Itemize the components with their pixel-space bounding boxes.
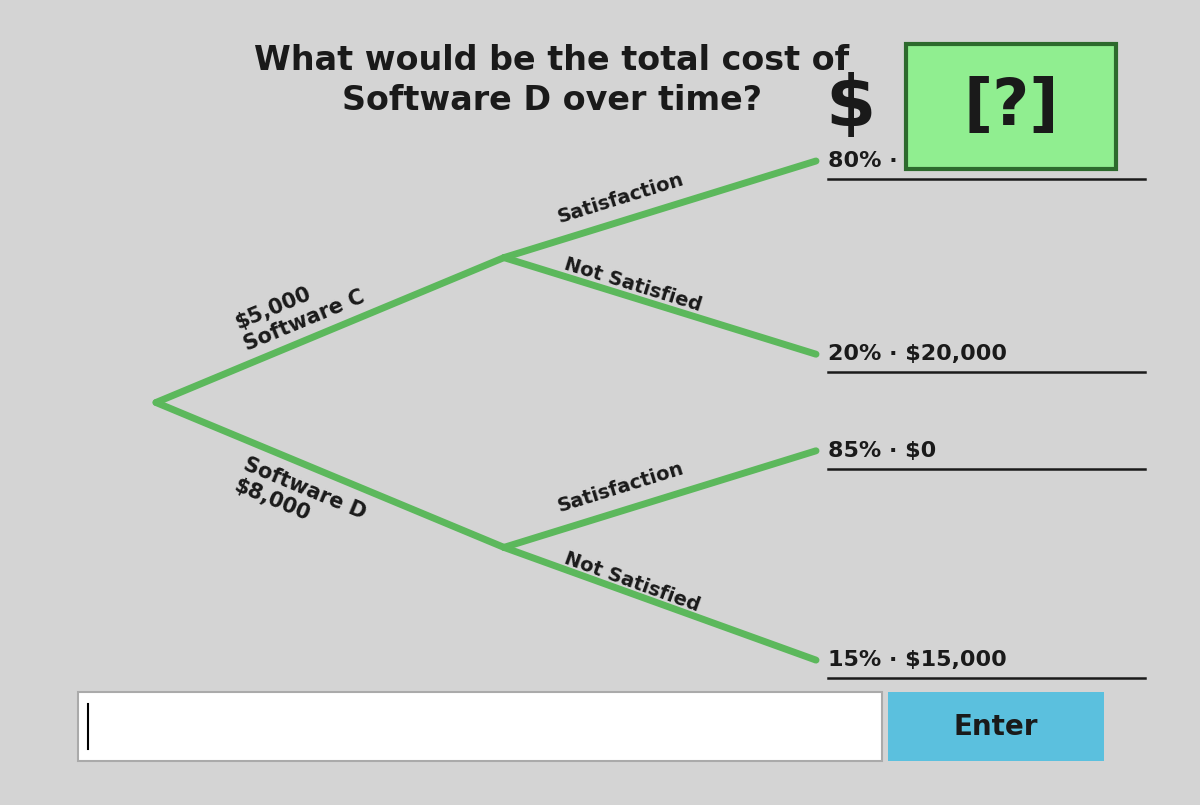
Text: Software D over time?: Software D over time? xyxy=(342,85,762,117)
Text: What would be the total cost of: What would be the total cost of xyxy=(254,44,850,76)
FancyBboxPatch shape xyxy=(906,44,1116,169)
Text: Not Satisfied: Not Satisfied xyxy=(562,254,703,316)
FancyBboxPatch shape xyxy=(888,692,1104,761)
Text: $: $ xyxy=(826,72,876,141)
Text: Satisfaction: Satisfaction xyxy=(554,460,686,516)
Text: 20% · $20,000: 20% · $20,000 xyxy=(828,345,1007,364)
FancyBboxPatch shape xyxy=(78,692,882,761)
Text: 85% · $0: 85% · $0 xyxy=(828,441,936,460)
Text: 15% · $15,000: 15% · $15,000 xyxy=(828,650,1007,670)
Text: 80% · $0: 80% · $0 xyxy=(828,151,936,171)
Text: Software D
$8,000: Software D $8,000 xyxy=(232,454,368,544)
Text: [?]: [?] xyxy=(964,76,1058,138)
Text: Satisfaction: Satisfaction xyxy=(554,170,686,226)
Text: Enter: Enter xyxy=(954,712,1038,741)
Text: $5,000
Software C: $5,000 Software C xyxy=(233,265,367,355)
Text: Not Satisfied: Not Satisfied xyxy=(562,549,703,615)
